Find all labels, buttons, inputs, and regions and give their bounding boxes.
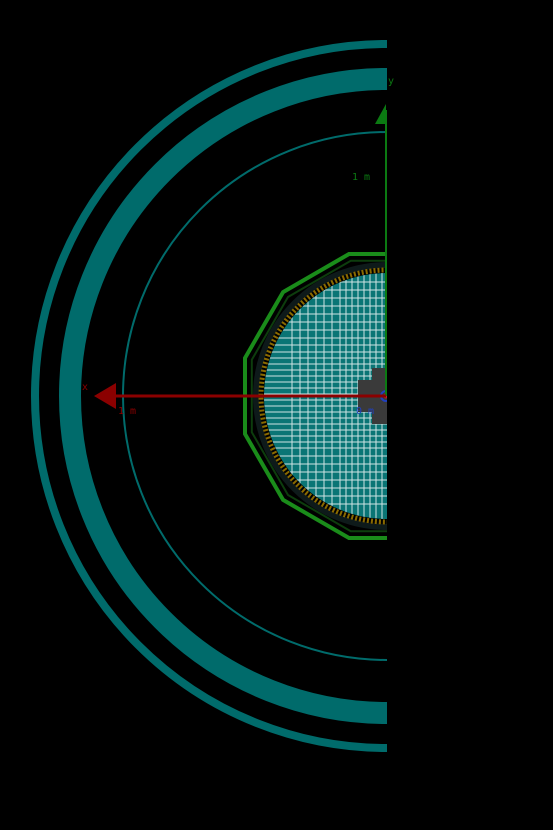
y-axis: y 1 m	[352, 76, 394, 396]
y-axis-arrowhead	[375, 104, 386, 124]
outer-shell-ring	[31, 40, 387, 752]
y-axis-label: y	[388, 76, 394, 87]
x-axis-arrowhead	[94, 383, 116, 409]
green-polygon-outline	[243, 252, 387, 540]
x-axis-unit-label: 1 m	[118, 406, 136, 417]
x-axis: x 1 m	[82, 382, 386, 417]
thick-shell-ring	[59, 68, 387, 724]
origin-label: 0 m	[356, 406, 374, 417]
y-axis-unit-label: 1 m	[352, 172, 370, 183]
x-axis-label: x	[82, 382, 88, 393]
inner-dark-polygon	[250, 259, 387, 533]
